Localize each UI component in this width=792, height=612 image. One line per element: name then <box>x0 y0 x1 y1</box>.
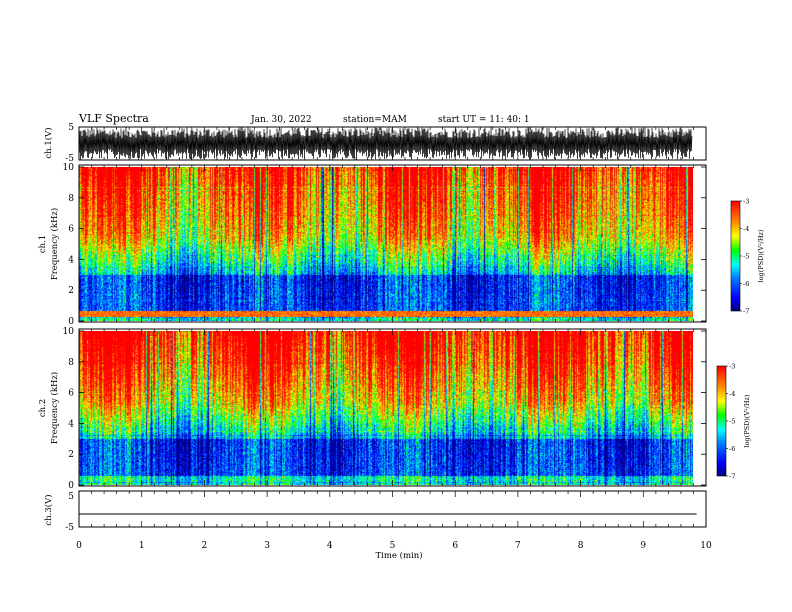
ch1-spectrogram-ylabel-channel: ch.1 <box>38 235 48 253</box>
ch1-spectrogram-ytick-label: 6 <box>68 225 74 235</box>
ch1-spectrogram-ylabel-frequency: Frequency (kHz) <box>49 208 60 280</box>
ch2-colorbar-scale <box>716 365 727 477</box>
ch1-colorbar-tick-label: -3 <box>743 198 749 206</box>
ch1-waveform-trace <box>78 127 693 160</box>
ch1-spectrogram-ytick-label: 4 <box>68 255 74 265</box>
ch2-colorbar-tick-label: -4 <box>729 390 735 398</box>
time-tick-label: 1 <box>139 541 145 551</box>
time-axis-ticks <box>78 127 707 527</box>
time-axis-tick-labels: 0 1 2 3 4 5 6 7 8 9 10 <box>76 541 712 551</box>
ch1-waveform-panel: 5 -5 ch.1(V) <box>43 123 707 164</box>
figure-title: VLF Spectra <box>78 112 149 125</box>
ch3-waveform-panel: 5 -5 ch.3(V) <box>43 490 707 533</box>
ch2-colorbar-ticks: -3 -4 -5 -6 -7 <box>726 363 735 481</box>
ch1-colorbar-tick-label: -7 <box>743 308 749 316</box>
ch1-colorbar-scale <box>730 200 741 312</box>
ch2-spectrogram-ytick-label: 4 <box>68 419 74 429</box>
time-tick-label: 3 <box>264 541 270 551</box>
ch1-spectrogram-yticks: 10 8 6 4 2 0 <box>63 163 706 327</box>
ch1-spectrogram-ytick-label: 0 <box>68 317 74 327</box>
header-start-time: start UT = 11: 40: 1 <box>438 115 530 125</box>
header-date: Jan. 30, 2022 <box>250 115 312 125</box>
ch1-spectrogram-ytick-label: 2 <box>68 286 74 296</box>
time-tick-label: 6 <box>452 541 458 551</box>
time-tick-label: 2 <box>202 541 208 551</box>
ch3-ytick-bottom: -5 <box>65 523 74 533</box>
ch2-spectrogram-yticks: 10 8 6 4 2 0 <box>63 327 706 491</box>
time-tick-label: 8 <box>578 541 584 551</box>
ch2-colorbar-tick-label: -6 <box>729 445 735 453</box>
ch2-spectrogram-image <box>79 331 693 485</box>
ch2-spectrogram-ylabel-frequency: Frequency (kHz) <box>49 372 60 444</box>
header-station: station=MAM <box>343 115 407 125</box>
ch1-colorbar: -3 -4 -5 -6 -7 log(PSD)(V²/Hz) <box>730 198 765 316</box>
time-tick-label: 10 <box>700 541 712 551</box>
ch2-colorbar: -3 -4 -5 -6 -7 log(PSD)(V²/Hz) <box>716 363 751 481</box>
ch2-spectrogram-ytick-label: 6 <box>68 389 74 399</box>
ch2-spectrogram-ytick-label: 8 <box>68 358 74 368</box>
ch1-spectrogram-panel: 10 8 6 4 2 0 ch.1 Frequency (kHz) <box>38 163 707 327</box>
ch3-ytick-top: 5 <box>68 492 74 502</box>
ch1-waveform-signal <box>78 127 693 160</box>
ch2-spectrogram-ytick-label: 2 <box>68 450 74 460</box>
time-tick-label: 7 <box>515 541 521 551</box>
ch2-spectrogram-ylabel-channel: ch.2 <box>38 399 48 417</box>
ch1-spectrogram-ytick-label: 8 <box>68 194 74 204</box>
ch1-colorbar-tick-label: -5 <box>743 253 749 261</box>
ch1-colorbar-label: log(PSD)(V²/Hz) <box>757 229 765 282</box>
ch1-spectrogram-image <box>79 167 693 321</box>
ch2-spectrogram-ytick-label: 10 <box>63 327 75 337</box>
time-tick-label: 5 <box>390 541 396 551</box>
ch3-waveform-ylabel: ch.3(V) <box>43 494 54 525</box>
ch1-waveform-ylabel: ch.1(V) <box>43 127 54 158</box>
ch2-spectrogram-panel: 10 8 6 4 2 0 ch.2 Frequency (kHz) <box>38 327 707 491</box>
ch1-colorbar-tick-label: -6 <box>743 280 749 288</box>
ch2-colorbar-tick-label: -3 <box>729 363 735 371</box>
ch1-spectrogram-ytick-label: 10 <box>63 163 75 173</box>
ch2-spectrogram-ytick-label: 0 <box>68 481 74 491</box>
time-axis-label: Time (min) <box>375 550 422 561</box>
ch2-colorbar-tick-label: -7 <box>729 473 735 481</box>
ch2-colorbar-tick-label: -5 <box>729 418 735 426</box>
ch1-ytick-bottom: -5 <box>65 154 74 164</box>
ch2-colorbar-label: log(PSD)(V²/Hz) <box>743 394 751 447</box>
time-tick-label: 0 <box>76 541 82 551</box>
ch1-colorbar-ticks: -3 -4 -5 -6 -7 <box>740 198 749 316</box>
time-tick-label: 4 <box>327 541 333 551</box>
time-tick-label: 9 <box>640 541 646 551</box>
ch1-colorbar-tick-label: -4 <box>743 225 749 233</box>
ch1-ytick-top: 5 <box>68 123 74 133</box>
